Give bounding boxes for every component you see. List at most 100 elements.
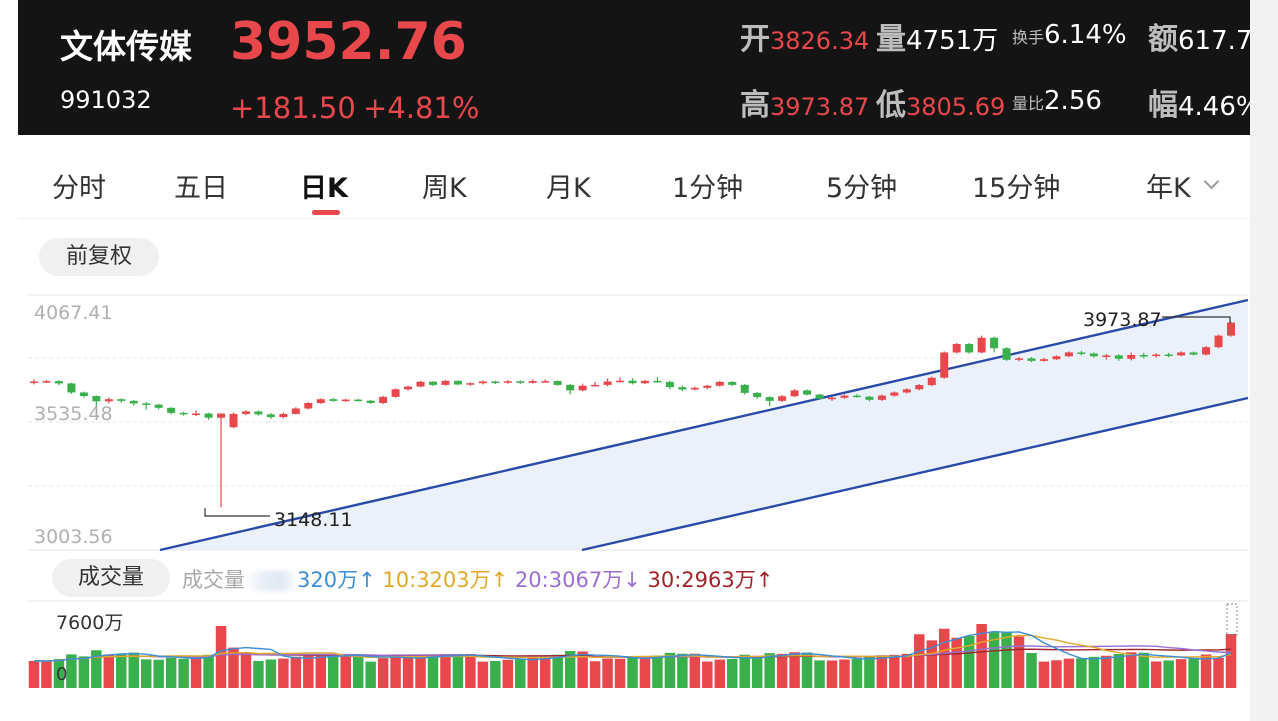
volume-ratio-value: 2.56	[1044, 86, 1102, 116]
candle-body	[167, 407, 176, 413]
volume-bar	[1188, 658, 1199, 688]
up-arrow-icon: ↑	[490, 568, 509, 592]
up-arrow-icon: ↑	[358, 568, 376, 592]
volume-bar	[1088, 656, 1100, 688]
adjust-mode-button[interactable]: 前复权	[39, 238, 159, 276]
volume-bar	[465, 654, 476, 688]
candle-body	[803, 390, 812, 395]
volume-bar	[751, 656, 763, 688]
candle-body	[815, 394, 824, 399]
index-name: 文体传媒	[60, 27, 192, 66]
candle-body	[740, 384, 749, 393]
candle-body	[154, 404, 163, 408]
tab-daily-k[interactable]: 日K	[300, 173, 348, 204]
volume-ma5-line	[33, 630, 1232, 662]
candle-body	[927, 377, 936, 386]
candle-body	[1027, 358, 1036, 361]
low-annotation: 3148.11	[274, 509, 353, 531]
volume-bar	[116, 654, 127, 688]
candle-body	[1139, 354, 1148, 357]
volume-bar	[1163, 660, 1174, 688]
candle-body	[690, 387, 699, 390]
candle-body	[316, 399, 325, 403]
trend-line-lower	[581, 396, 1249, 552]
candle-body	[1189, 352, 1198, 355]
volume-bar	[91, 650, 102, 688]
tab-15-minute[interactable]: 15分钟	[972, 173, 1061, 204]
candle-body	[192, 413, 201, 416]
volume-bar	[427, 656, 439, 688]
price-axis-mid: 3535.48	[34, 403, 113, 425]
volume-bar	[352, 654, 364, 688]
volume-bar	[1051, 660, 1062, 688]
stat-amount: 额617.7	[1148, 14, 1250, 58]
volume-bar	[265, 659, 277, 688]
active-tab-indicator	[312, 210, 340, 215]
candle-body	[266, 414, 275, 418]
volume-bar	[452, 654, 464, 688]
volume-bar	[490, 661, 501, 688]
volume-bar	[41, 661, 52, 688]
candle-body	[952, 344, 961, 353]
volume-bar	[402, 658, 414, 688]
high-value: 3973.87	[770, 93, 870, 121]
volume-bar	[851, 658, 863, 688]
candle-body	[478, 381, 487, 384]
volume-bar	[577, 651, 588, 688]
volume-ma20: 20:3067万	[514, 568, 624, 592]
volume-bar	[253, 661, 264, 688]
volume-ma30: 30:2963万	[647, 568, 756, 592]
volume-axis-zero: 0	[56, 664, 68, 685]
stat-amplitude: 幅4.46%	[1148, 80, 1250, 124]
volume-bar	[240, 653, 252, 688]
tab-1-minute[interactable]: 1分钟	[672, 173, 744, 204]
volume-bar	[776, 653, 788, 688]
volume-bar	[627, 657, 638, 688]
candle-body	[1202, 347, 1211, 355]
candle-body	[703, 385, 712, 388]
candle-body	[616, 380, 625, 383]
candle-body	[890, 392, 899, 396]
volume-bar	[702, 661, 713, 688]
annotation-lines	[204, 316, 1231, 517]
volume-bar	[589, 661, 601, 688]
candle-body	[603, 381, 612, 385]
volume-value: 4751万	[906, 26, 999, 56]
turnover-value: 6.14%	[1044, 20, 1127, 50]
tab-intraday[interactable]: 分时	[52, 173, 106, 204]
tab-5-minute[interactable]: 5分钟	[826, 173, 898, 204]
volume-bar	[727, 659, 738, 688]
volume-ma5: 320万	[297, 568, 359, 592]
candle-body	[1152, 354, 1161, 357]
candle-body	[67, 383, 76, 393]
candle-body	[566, 384, 575, 391]
tab-yearly-k[interactable]: 年K	[1146, 173, 1191, 204]
candle-body	[1064, 352, 1073, 357]
tab-five-day[interactable]: 五日	[174, 173, 228, 204]
volume-bar	[1225, 634, 1237, 688]
candle-body	[254, 411, 263, 415]
candle-body	[728, 381, 737, 385]
quote-header: 文体传媒 991032 3952.76 +181.50 +4.81% 开3826…	[18, 0, 1250, 135]
candle-body	[104, 399, 113, 402]
volume-bar	[290, 656, 302, 688]
amount-label: 额	[1148, 22, 1178, 57]
volume-bar	[789, 652, 800, 688]
candle-body	[765, 397, 774, 401]
candle-body	[541, 381, 550, 383]
volume-ma-lines	[33, 630, 1232, 662]
candle-body	[379, 396, 388, 403]
volume-bar	[1150, 661, 1162, 688]
tab-monthly-k[interactable]: 月K	[546, 173, 591, 204]
volume-bar	[315, 655, 327, 688]
amplitude-label: 幅	[1148, 88, 1178, 123]
candle-body	[117, 399, 126, 401]
candle-body	[217, 413, 226, 418]
candle-body	[1177, 352, 1186, 356]
volume-bar	[1113, 654, 1125, 688]
volume-bar	[328, 655, 339, 688]
tab-weekly-k[interactable]: 周K	[422, 173, 467, 204]
volume-indicator-button[interactable]: 成交量	[52, 559, 170, 597]
candle-body	[553, 381, 562, 385]
